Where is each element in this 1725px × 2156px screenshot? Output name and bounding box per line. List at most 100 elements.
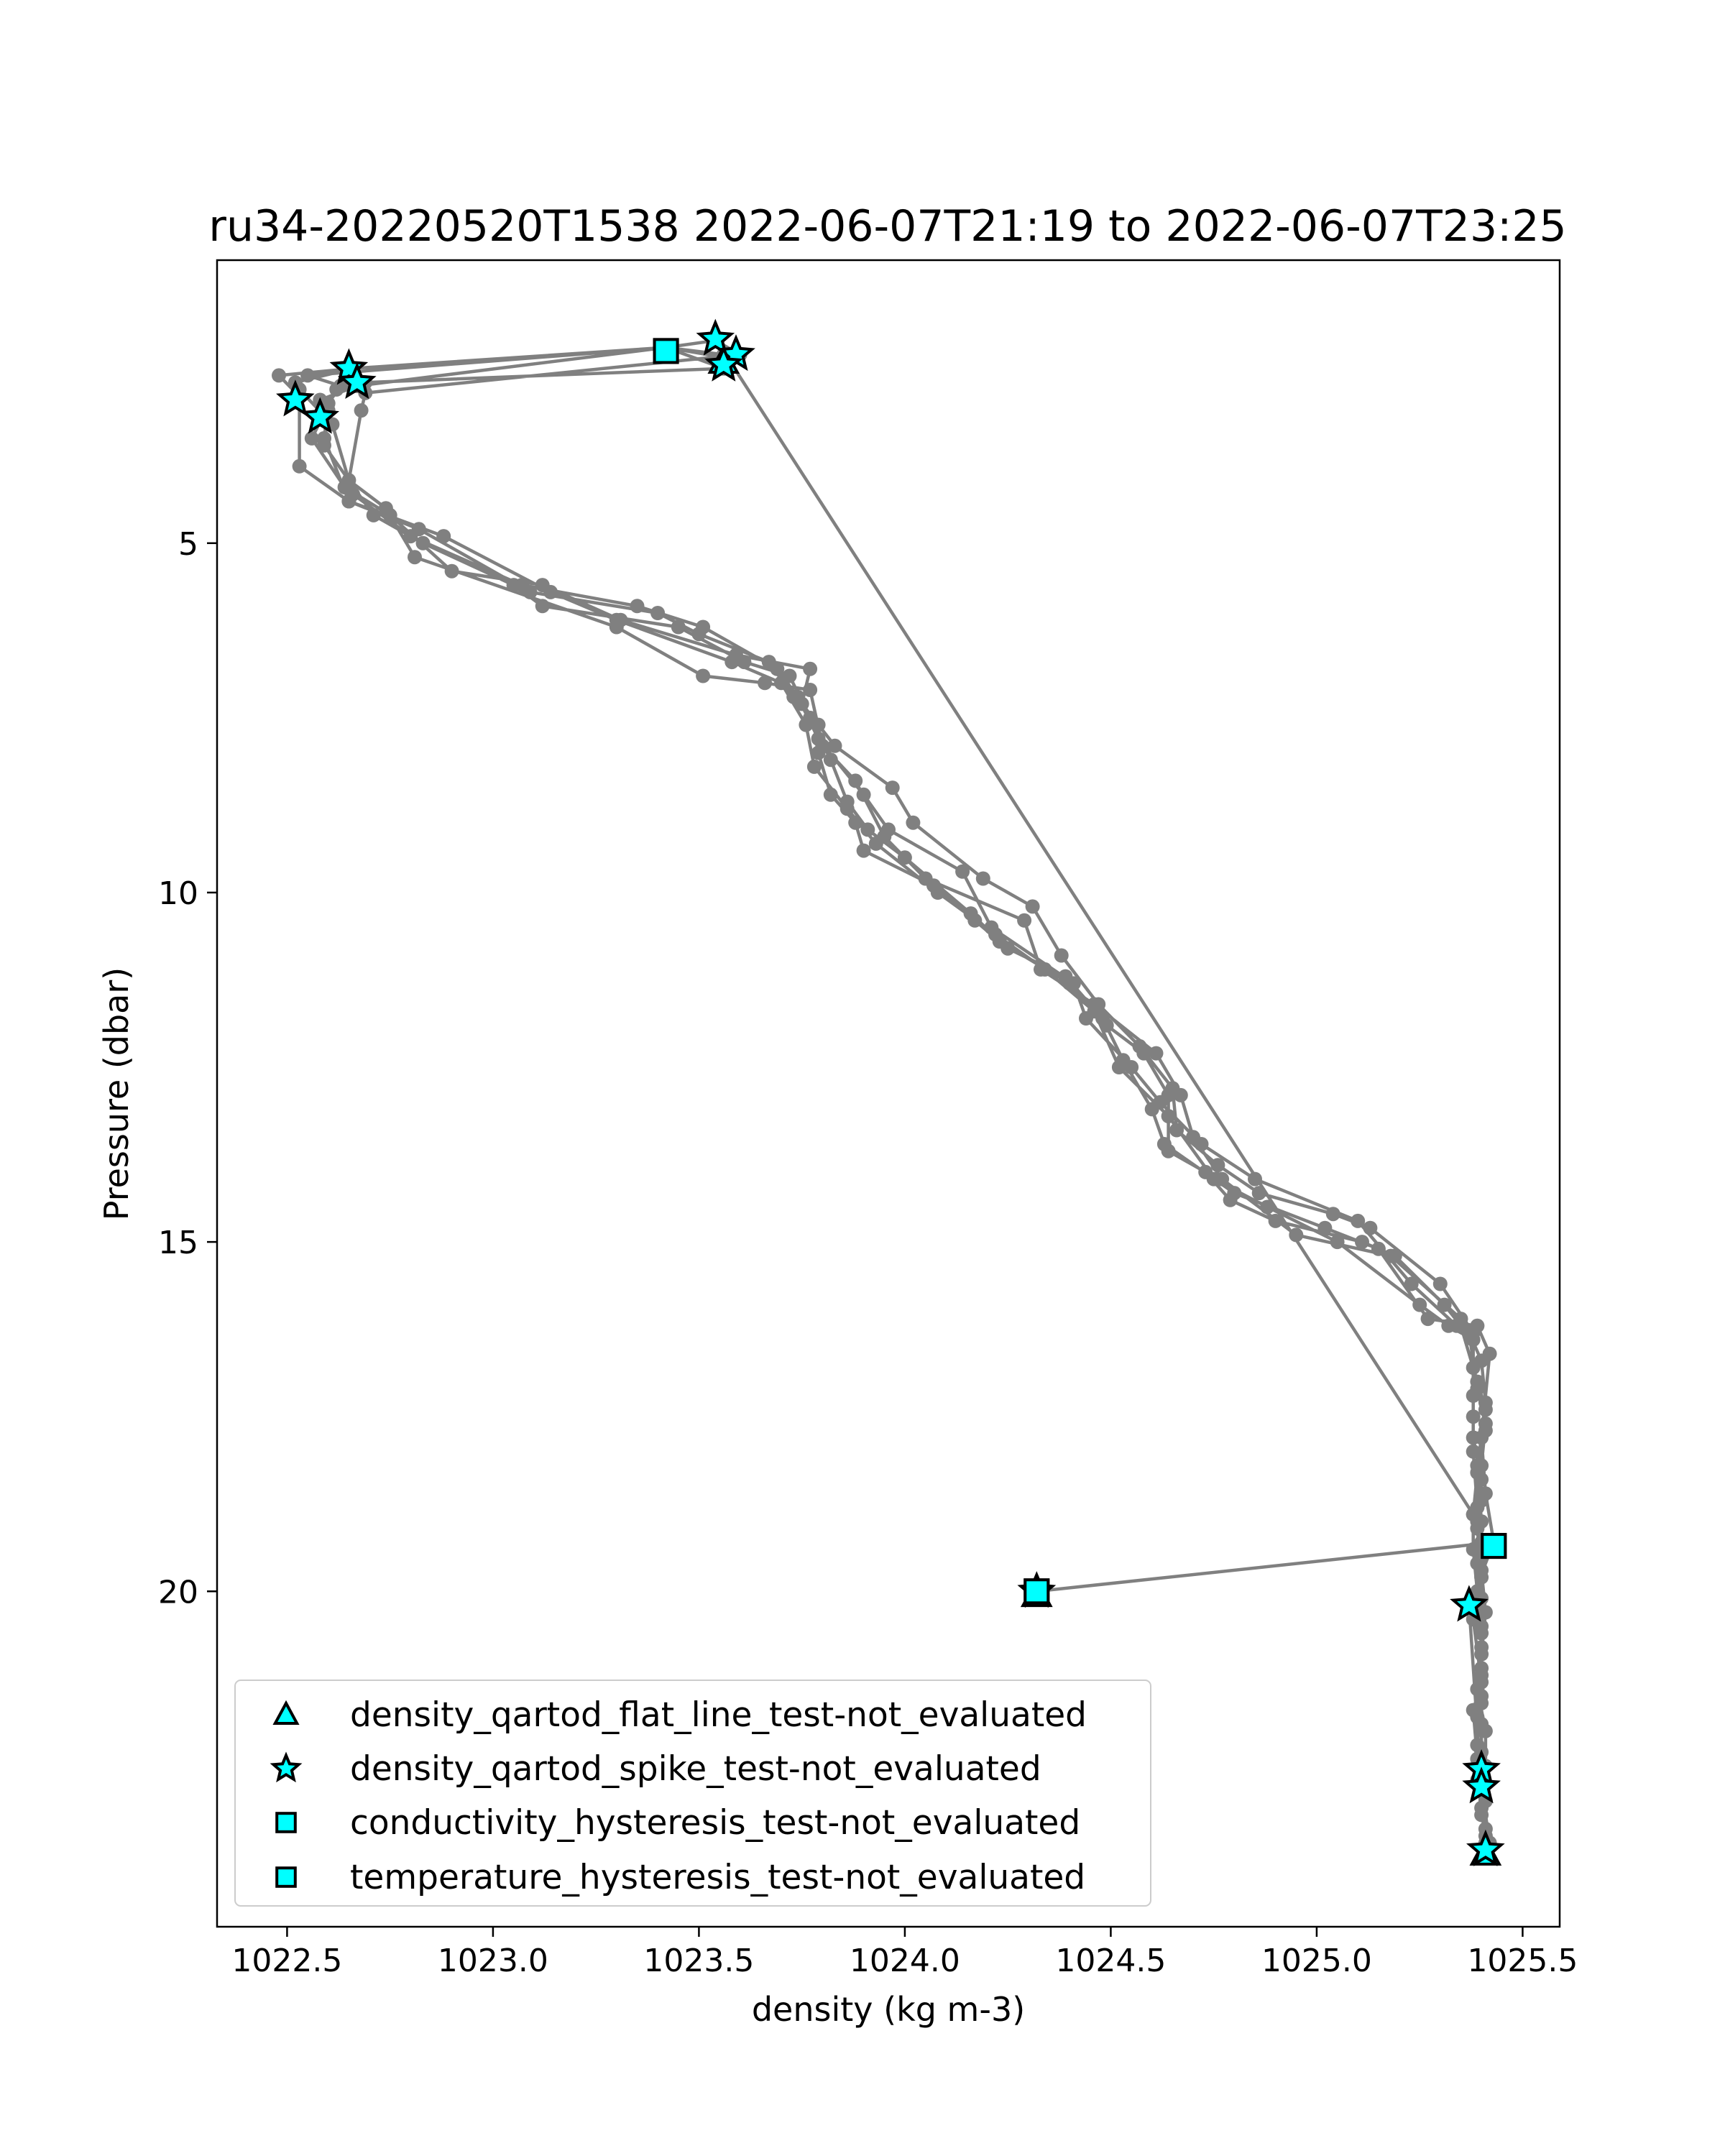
profile-point — [1325, 1207, 1340, 1222]
profile-point — [975, 871, 990, 886]
profile-point — [1260, 1199, 1275, 1215]
y-tick-label: 5 — [178, 526, 198, 563]
profile-point — [799, 717, 814, 732]
profile-point — [1248, 1171, 1262, 1187]
profile-layer — [272, 333, 1501, 1857]
profile-point — [1474, 1493, 1489, 1508]
profile-point — [1330, 1235, 1345, 1250]
star-marker — [1466, 1829, 1505, 1866]
legend-square-icon — [275, 1866, 297, 1888]
profile-point — [1470, 1381, 1485, 1396]
x-axis: 1022.5 1023.0 1023.5 1024.0 1024.5 1025.0 1025… — [231, 1927, 1578, 1979]
legend-star-icon — [270, 1751, 303, 1783]
profile-point — [984, 920, 999, 935]
x-tick-label: 1022.5 — [231, 1943, 342, 1979]
profile-point — [1268, 1213, 1283, 1228]
profile-point — [1474, 1626, 1489, 1641]
profile-point — [803, 683, 818, 697]
profile-point — [848, 773, 863, 788]
profile-point — [1124, 1060, 1139, 1074]
profile-point — [1025, 899, 1040, 914]
profile-point — [1466, 1409, 1481, 1424]
profile-point — [1432, 1276, 1448, 1291]
profile-point — [696, 668, 711, 683]
star-marker — [337, 362, 377, 400]
x-tick-label: 1024.0 — [850, 1943, 960, 1979]
profile-point — [272, 368, 286, 383]
profile-point — [1437, 1297, 1452, 1312]
chart-title: ru34-20220520T1538 2022-06-07T21:19 to 2… — [208, 201, 1566, 252]
profile-point — [408, 550, 422, 565]
profile-point — [1466, 1430, 1481, 1445]
profile-point — [1173, 1087, 1188, 1102]
profile-point — [1153, 1095, 1168, 1110]
profile-point — [1034, 962, 1048, 977]
profile-point — [1351, 1213, 1366, 1228]
profile-point — [856, 843, 871, 858]
profile-point — [543, 584, 558, 599]
profile-point — [1474, 1800, 1489, 1815]
plot-frame — [216, 259, 1561, 1928]
star-marker — [1462, 1766, 1501, 1804]
profile-point — [840, 801, 855, 816]
profile-point — [515, 578, 529, 593]
profile-point — [770, 661, 785, 676]
square-marker — [653, 338, 679, 364]
profile-point — [346, 487, 361, 502]
profile-point — [1317, 1220, 1333, 1235]
profile-point — [1000, 941, 1016, 956]
profile-point — [292, 459, 307, 474]
profile-point — [885, 780, 900, 796]
legend: density_qartod_flat_line_test-not_evalua… — [234, 1680, 1151, 1907]
profile-point — [696, 619, 711, 635]
marker-layer — [276, 318, 1507, 1866]
x-tick-label: 1024.5 — [1055, 1943, 1166, 1979]
profile-point — [918, 871, 933, 886]
profile-point — [609, 619, 624, 635]
legend-square-icon — [275, 1812, 297, 1833]
legend-entry-label: density_qartod_spike_test-not_evaluated — [350, 1749, 1041, 1789]
profile-point — [1474, 1646, 1489, 1662]
profile-point — [366, 507, 381, 522]
profile-point — [671, 619, 686, 635]
profile-point — [1404, 1276, 1419, 1291]
profile-point — [806, 759, 822, 774]
x-axis-label: density (kg m-3) — [752, 1990, 1025, 2029]
profile-point — [1466, 1542, 1481, 1557]
profile-point — [1054, 948, 1069, 963]
profile-point — [1210, 1158, 1225, 1173]
profile-point — [1194, 1137, 1209, 1151]
profile-point — [827, 738, 842, 753]
profile-point — [1066, 976, 1081, 991]
profile-point — [1412, 1297, 1427, 1312]
legend-triangle-icon — [272, 1700, 300, 1725]
profile-point — [1149, 1046, 1164, 1061]
profile-point — [1017, 913, 1032, 928]
profile-point — [1111, 1060, 1126, 1074]
profile-point — [1470, 1584, 1485, 1599]
legend-entry-label: conductivity_hysteresis_test-not_evaluat… — [350, 1803, 1080, 1843]
profile-point — [1470, 1465, 1485, 1480]
profile-point — [963, 906, 978, 921]
profile-point — [758, 676, 773, 691]
x-tick-label: 1025.5 — [1467, 1943, 1578, 1979]
profile-point — [436, 529, 451, 544]
profile-point — [1478, 1395, 1493, 1410]
profile-point — [1474, 1563, 1489, 1578]
x-tick-label: 1023.5 — [643, 1943, 754, 1979]
profile-point — [1420, 1312, 1435, 1327]
profile-point — [1132, 1038, 1147, 1054]
profile-point — [955, 864, 970, 879]
profile-point — [1215, 1171, 1230, 1187]
profile-point — [906, 815, 921, 830]
y-axis-label: Pressure (dbar) — [97, 967, 136, 1220]
profile-point — [535, 599, 550, 614]
profile-point — [341, 473, 356, 488]
x-tick-label: 1023.0 — [438, 1943, 548, 1979]
profile-point — [1251, 1186, 1266, 1201]
profile-point — [1478, 1605, 1493, 1620]
square-marker — [1024, 1578, 1050, 1605]
profile-point — [1478, 1423, 1493, 1438]
profile-point — [1470, 1710, 1485, 1725]
